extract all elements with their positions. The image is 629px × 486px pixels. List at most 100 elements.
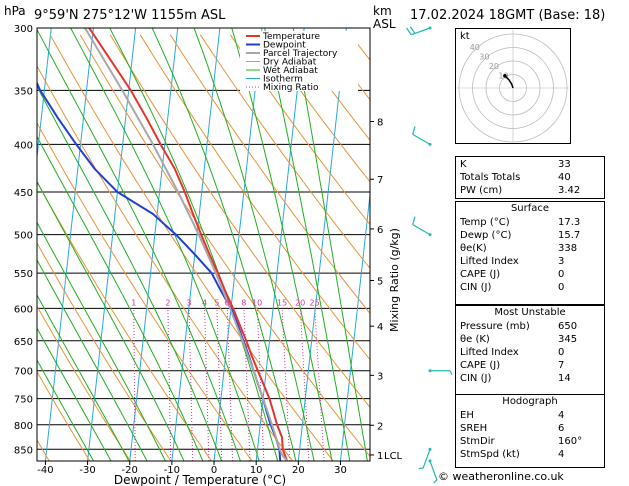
wind-barb (406, 26, 432, 36)
mixing-ratio-label: 6 (225, 298, 230, 307)
wind-barb-staff (412, 224, 431, 236)
wet-adiabat-line (37, 180, 185, 461)
wind-barb (412, 126, 432, 146)
mixing-ratio-label: 25 (310, 298, 320, 307)
surface-value: 0 (558, 282, 565, 293)
wind-barb-staff (412, 133, 431, 145)
surface-label: CAPE (J) (460, 269, 501, 280)
wind-barb-staff (422, 449, 431, 469)
legend-entry: Dry Adiabat (263, 58, 317, 68)
mixing-ratio-line (281, 308, 291, 461)
isotherm-line (37, 28, 52, 162)
hodograph-value: 4 (558, 449, 565, 460)
x-tick-label: -40 (37, 465, 53, 476)
wet-adiabat-line (37, 359, 95, 461)
km-tick-label: 1 (377, 451, 383, 462)
hodograph-label: StmSpd (kt) (460, 449, 520, 460)
most-unstable-value: 650 (558, 321, 578, 332)
wet-adiabat-line (264, 28, 351, 461)
legend-entry: Isotherm (263, 75, 303, 85)
index-value: 33 (558, 159, 571, 170)
pressure-tick-label: 800 (14, 421, 33, 432)
mixing-ratio-axis-label: Mixing Ratio (g/kg) (388, 228, 401, 332)
wind-barb-flag (409, 26, 416, 34)
mixing-ratio-label: 1 (131, 298, 136, 307)
mixing-ratio-label: 2 (165, 298, 170, 307)
pressure-tick-label: 700 (14, 367, 33, 378)
mixing-ratio-line (243, 308, 251, 461)
wind-barb (412, 216, 432, 237)
wind-barb-flag (412, 126, 416, 135)
storm-motion-marker (503, 74, 507, 78)
dry-adiabat-line (37, 370, 91, 461)
wind-barb-base (428, 26, 432, 30)
most-unstable-row: CIN (J) 14 (456, 372, 604, 385)
isotherm-line (339, 190, 370, 461)
hodograph-trace (504, 75, 514, 89)
x-tick-label: 30 (334, 465, 347, 476)
mixing-ratio-label: 10 (252, 298, 262, 307)
hodograph-table-title: Hodograph (502, 396, 558, 407)
legend-entry: Wet Adiabat (263, 66, 318, 76)
wind-barb-base (428, 369, 432, 373)
hodograph-row: StmDir 160° (456, 435, 604, 448)
isotherm-line (213, 28, 263, 461)
legend-entry: Dewpoint (263, 41, 306, 51)
surface-value: 3 (558, 256, 565, 267)
dry-adiabat-line (139, 34, 370, 361)
wet-adiabat-line (37, 221, 166, 461)
pressure-tick-label: 600 (14, 304, 33, 315)
hodograph-unit: kt (460, 31, 470, 42)
wind-barb-base (428, 447, 432, 451)
wet-adiabat-line (109, 28, 279, 461)
pressure-tick-label: 650 (14, 337, 33, 348)
x-tick-label: 20 (292, 465, 305, 476)
surface-row: CAPE (J) 0 (456, 268, 604, 281)
km-tick-label: 2 (377, 421, 383, 432)
wind-barb-flag (418, 467, 424, 470)
surface-label: θe(K) (460, 243, 487, 254)
wind-barb-base (428, 459, 432, 463)
hodograph-panel: Hodograph EH 4 SREH 6 StmDir 160° StmSpd (kt) 4 (455, 394, 605, 468)
wet-adiabat-line (231, 28, 333, 461)
mixing-ratio-label: 3 (186, 298, 191, 307)
legend-entry: Parcel Trajectory (263, 49, 338, 59)
dry-adiabat-line (229, 34, 370, 226)
wind-barb-staff (411, 27, 431, 36)
surface-row: Temp (°C) 17.3 (456, 216, 604, 229)
most-unstable-label: θe (K) (460, 334, 490, 345)
lcl-label: LCL (384, 451, 403, 462)
km-label: km (373, 4, 392, 18)
wind-barb-flag (433, 479, 438, 484)
x-tick-label: 10 (250, 465, 263, 476)
km-tick-label: 8 (377, 117, 383, 128)
isotherm-line (171, 28, 221, 461)
dry-adiabat-line (37, 242, 172, 461)
wet-adiabat-line (37, 85, 223, 461)
most-unstable-panel: Most Unstable Pressure (mb) 650 θe (K) 345 L… (455, 305, 605, 395)
hodograph-row: EH 4 (456, 409, 604, 422)
hodograph-ring-label: 20 (489, 62, 499, 71)
wind-barb-flag (412, 216, 416, 225)
wind-barb-base (428, 233, 432, 237)
mixing-ratio-label: 5 (214, 298, 219, 307)
km-tick-label: 3 (377, 371, 383, 382)
km-tick-label: 6 (377, 225, 383, 236)
mixing-ratio-label: 8 (241, 298, 246, 307)
temperature-trace (88, 28, 288, 461)
wet-adiabat-line (37, 258, 148, 461)
surface-row: Dewp (°C) 15.7 (456, 229, 604, 242)
most-unstable-row: θe (K) 345 (456, 333, 604, 346)
dry-adiabat-line (199, 34, 370, 270)
dry-adiabat-line (259, 34, 370, 183)
isotherm-line (0, 28, 9, 461)
pressure-tick-label: 750 (14, 395, 33, 406)
wet-adiabat-line (37, 135, 204, 461)
wet-adiabat-line (70, 28, 260, 461)
most-unstable-value: 14 (558, 373, 571, 384)
surface-panel: Surface Temp (°C) 17.3 Dewp (°C) 15.7 θe(K) 3… (455, 201, 605, 305)
hpa-label: hPa (4, 4, 26, 18)
most-unstable-label: CAPE (J) (460, 360, 501, 371)
surface-value: 0 (558, 269, 565, 280)
wind-barbs (406, 26, 453, 484)
